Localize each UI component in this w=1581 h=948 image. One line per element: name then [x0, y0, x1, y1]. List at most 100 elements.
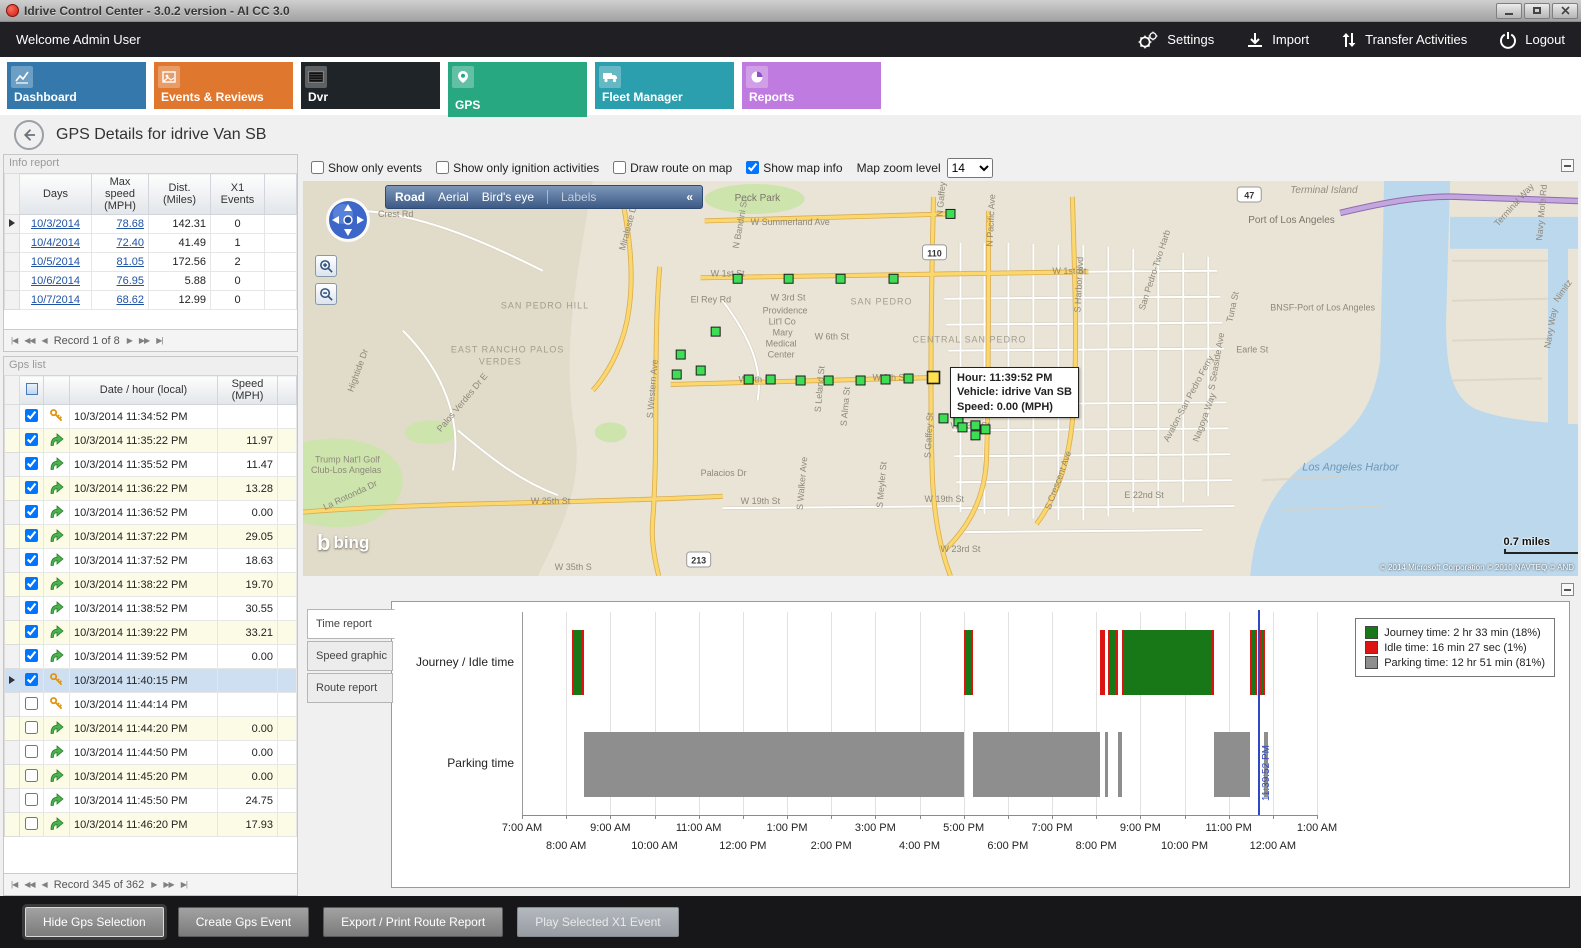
gps-row-checkbox[interactable]: [25, 504, 38, 518]
tab-events-reviews[interactable]: Events & Reviews: [154, 62, 293, 109]
info-pager-prev-button[interactable]: ◀: [41, 336, 48, 345]
gps-marker[interactable]: [675, 349, 686, 360]
day-cell[interactable]: 10/6/2014: [19, 271, 92, 291]
hide-gps-selection-button[interactable]: Hide Gps Selection: [25, 907, 164, 937]
maximize-button[interactable]: [1524, 2, 1550, 19]
day-link[interactable]: 10/7/2014: [31, 294, 80, 306]
show-map-info-checkbox[interactable]: Show map info: [746, 161, 843, 175]
info-pager-first-button[interactable]: |◀: [11, 336, 18, 345]
tab-gps[interactable]: GPS: [448, 62, 587, 117]
max-speed-cell[interactable]: 72.40: [91, 233, 149, 253]
day-cell[interactable]: 10/3/2014: [19, 214, 92, 234]
max-speed-link[interactable]: 81.05: [116, 256, 144, 268]
selected-gps-marker[interactable]: [926, 370, 941, 385]
export-print-route-report-button[interactable]: Export / Print Route Report: [323, 907, 504, 937]
map-style-labels[interactable]: Labels: [547, 190, 596, 204]
gps-marker[interactable]: [710, 326, 721, 337]
info-pager-last-button[interactable]: ▶|: [156, 336, 163, 345]
map-nav-collapse-button[interactable]: «: [686, 190, 693, 204]
gps-row-checkbox[interactable]: [25, 408, 38, 422]
gps-row-checkbox[interactable]: [25, 720, 38, 734]
tab-dvr[interactable]: Dvr: [301, 62, 440, 109]
tab-dashboard[interactable]: Dashboard: [7, 62, 146, 109]
gps-row[interactable]: 10/3/2014 11:38:52 PM 30.55: [4, 596, 297, 621]
day-cell[interactable]: 10/4/2014: [19, 233, 92, 253]
table-row[interactable]: 10/3/2014 78.68 142.31 0: [4, 214, 297, 234]
gps-marker[interactable]: [980, 424, 991, 435]
logout-action[interactable]: Logout: [1499, 31, 1565, 49]
settings-action[interactable]: Settings: [1137, 30, 1214, 50]
gps-row-checkbox[interactable]: [25, 792, 38, 806]
gps-row[interactable]: 10/3/2014 11:35:22 PM 11.97: [4, 428, 297, 453]
show-only-ignition-checkbox-input[interactable]: [436, 161, 450, 174]
info-pager-next-page-button[interactable]: ▶▶: [138, 336, 150, 345]
show-map-info-checkbox-input[interactable]: [746, 161, 760, 174]
day-link[interactable]: 10/5/2014: [31, 256, 80, 268]
gps-row-checkbox[interactable]: [25, 600, 38, 614]
gps-row[interactable]: 10/3/2014 11:45:50 PM 24.75: [4, 788, 297, 813]
gps-row[interactable]: 10/3/2014 11:46:20 PM 17.93: [4, 812, 297, 837]
import-action[interactable]: Import: [1246, 31, 1309, 49]
gps-row[interactable]: 10/3/2014 11:36:22 PM 13.28: [4, 476, 297, 501]
gps-row-checkbox[interactable]: [25, 624, 38, 638]
tab-route-report[interactable]: Route report: [307, 673, 393, 703]
back-button[interactable]: [14, 119, 44, 150]
gps-marker[interactable]: [938, 413, 949, 424]
gps-row-checkbox[interactable]: [25, 456, 38, 470]
map-style-road[interactable]: Road: [395, 190, 425, 204]
day-cell[interactable]: 10/5/2014: [19, 252, 92, 272]
info-pager-prev-page-button[interactable]: ◀◀: [24, 336, 35, 345]
gps-marker[interactable]: [970, 430, 981, 441]
gps-marker[interactable]: [880, 374, 891, 385]
max-speed-link[interactable]: 76.95: [116, 275, 144, 287]
gps-marker[interactable]: [671, 369, 682, 380]
max-speed-link[interactable]: 72.40: [116, 237, 144, 249]
day-link[interactable]: 10/4/2014: [31, 237, 80, 249]
show-only-ignition-checkbox[interactable]: Show only ignition activities: [436, 161, 599, 175]
show-only-events-checkbox-input[interactable]: [311, 161, 324, 174]
gps-row[interactable]: 10/3/2014 11:39:52 PM 0.00: [4, 644, 297, 669]
gps-marker[interactable]: [957, 422, 968, 433]
collapse-chart-panel-button[interactable]: [1561, 583, 1574, 596]
zoom-in-button[interactable]: [315, 255, 337, 277]
gps-marker[interactable]: [732, 273, 743, 284]
map-zoom-level-select[interactable]: 14: [946, 157, 993, 178]
gps-marker[interactable]: [970, 420, 981, 431]
tab-fleet-manager[interactable]: Fleet Manager: [595, 62, 734, 109]
gps-row-checkbox[interactable]: [25, 480, 38, 494]
select-all-checkbox[interactable]: [25, 382, 38, 395]
table-row[interactable]: 10/4/2014 72.40 41.49 1: [4, 233, 297, 253]
gps-row[interactable]: 10/3/2014 11:45:20 PM 0.00: [4, 764, 297, 789]
gps-row[interactable]: 10/3/2014 11:44:20 PM 0.00: [4, 716, 297, 741]
gps-marker[interactable]: [695, 365, 706, 376]
day-link[interactable]: 10/3/2014: [31, 218, 80, 230]
gps-row-checkbox[interactable]: [25, 576, 38, 590]
map-style-aerial[interactable]: Aerial: [438, 190, 469, 204]
max-speed-cell[interactable]: 81.05: [91, 252, 149, 272]
transfer-activities-action[interactable]: Transfer Activities: [1341, 31, 1467, 49]
max-speed-cell[interactable]: 68.62: [91, 290, 149, 310]
gps-row-checkbox[interactable]: [25, 768, 38, 782]
gps-row-checkbox[interactable]: [25, 552, 38, 566]
gps-marker[interactable]: [835, 273, 846, 284]
gps-row-checkbox[interactable]: [25, 696, 38, 710]
gps-row[interactable]: 10/3/2014 11:37:52 PM 18.63: [4, 548, 297, 573]
close-button[interactable]: [1552, 2, 1578, 19]
gps-marker[interactable]: [945, 208, 956, 219]
gps-pager-next-button[interactable]: ▶: [151, 880, 157, 889]
table-row[interactable]: 10/6/2014 76.95 5.88 0: [4, 271, 297, 291]
gps-pager-next-page-button[interactable]: ▶▶: [163, 880, 174, 889]
gps-row[interactable]: 10/3/2014 11:44:14 PM: [4, 692, 297, 717]
day-cell[interactable]: 10/7/2014: [19, 290, 92, 310]
gps-row[interactable]: 10/3/2014 11:39:22 PM 33.21: [4, 620, 297, 645]
gps-row[interactable]: 10/3/2014 11:35:52 PM 11.47: [4, 452, 297, 477]
gps-row-checkbox[interactable]: [25, 528, 38, 542]
tab-speed-graphic[interactable]: Speed graphic: [307, 641, 393, 671]
gps-marker[interactable]: [903, 373, 914, 384]
map-area[interactable]: Crest Rd Peck Park W Summerland Ave Mirales…: [303, 181, 1578, 576]
gps-row[interactable]: 10/3/2014 11:38:22 PM 19.70: [4, 572, 297, 597]
gps-pager-last-button[interactable]: ▶|: [180, 880, 188, 889]
gps-marker[interactable]: [795, 375, 806, 386]
gps-row-checkbox[interactable]: [25, 744, 38, 758]
